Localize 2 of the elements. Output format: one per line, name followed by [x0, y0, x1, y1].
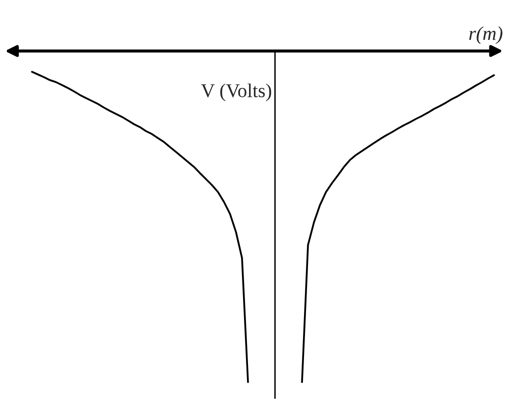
y-axis-title: V (Volts): [201, 84, 272, 102]
x-axis-title: r(m): [469, 26, 502, 44]
